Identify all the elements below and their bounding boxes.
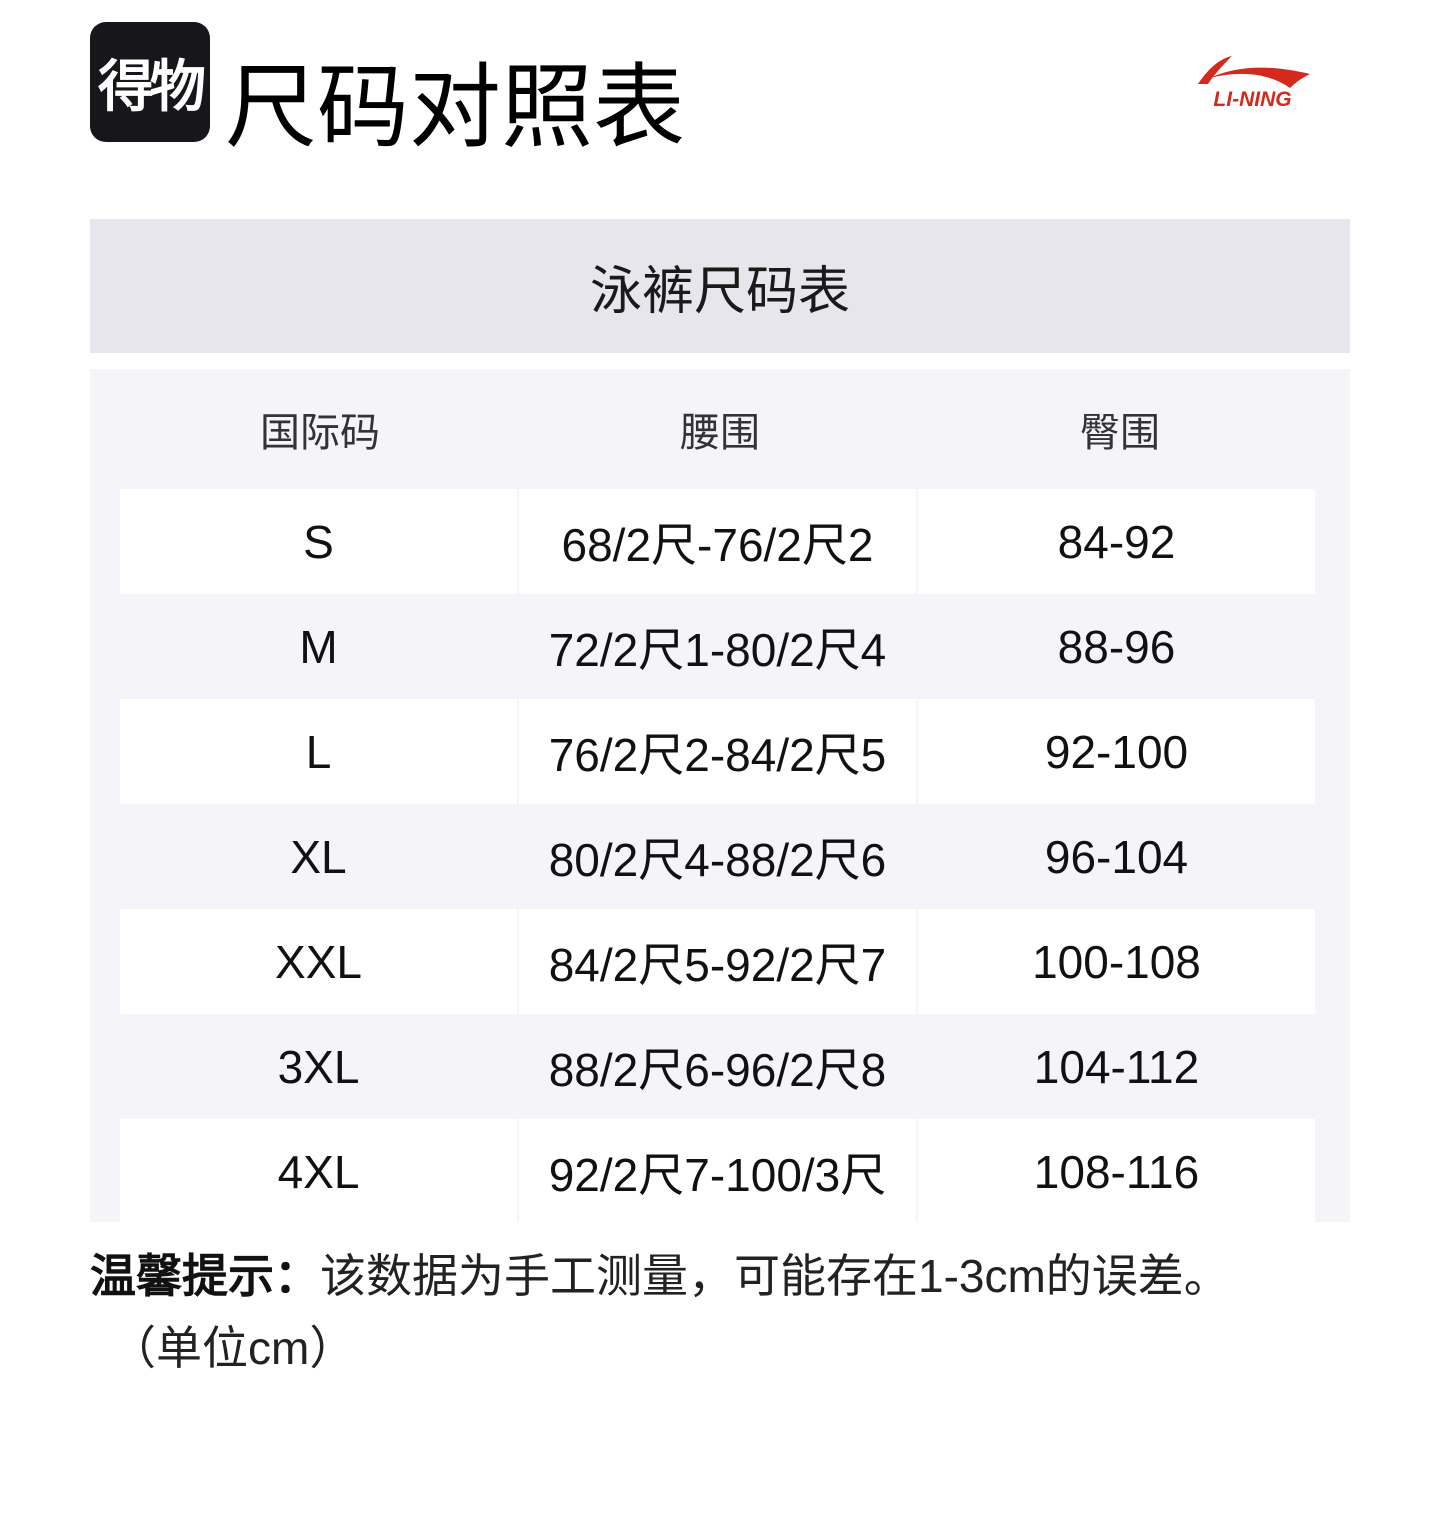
table-row: 4XL 92/2尺7-100/3尺 108-116 [120, 1119, 1316, 1224]
size-table: 国际码 腰围 臀围 S 68/2尺-76/2尺2 84-92 M 72/2尺1-80/2… [90, 369, 1350, 1224]
table-header-row: 国际码 腰围 臀围 [90, 369, 1350, 489]
table-cell: 104-112 [1033, 1040, 1200, 1093]
table-cell: XL [290, 830, 347, 883]
table-cell: 96-104 [1044, 830, 1189, 883]
column-header: 臀围 [1080, 411, 1160, 455]
table-cell: 108-116 [918, 1119, 1315, 1224]
table-cell: 4XL [120, 1119, 517, 1224]
table-cell: 84/2尺5-92/2尺7 [519, 909, 916, 1014]
li-ning-swoosh-icon [1198, 56, 1310, 88]
note-label: 温馨提示： [90, 1250, 320, 1302]
table-cell: 92/2尺7-100/3尺 [519, 1119, 916, 1224]
table-title: 泳裤尺码表 [90, 219, 1350, 353]
badge-text: 得物 [98, 54, 206, 118]
table-row: M 72/2尺1-80/2尺4 88-96 [120, 594, 1316, 699]
table-cell: L [120, 699, 517, 804]
table-cell: 72/2尺1-80/2尺4 [548, 623, 887, 676]
note-text: 该数据为手工测量，可能存在1-3cm的误差。 [320, 1250, 1230, 1302]
table-cell: 88/2尺6-96/2尺8 [548, 1043, 887, 1096]
table-cell: 92-100 [918, 699, 1315, 804]
table-cell: 3XL [277, 1040, 360, 1093]
table-row: XL 80/2尺4-88/2尺6 96-104 [120, 804, 1316, 909]
table-cell: 88-96 [1057, 620, 1176, 673]
table-cell: 80/2尺4-88/2尺6 [548, 833, 887, 886]
dewu-logo-badge: 得物 [90, 22, 210, 142]
table-row: 3XL 88/2尺6-96/2尺8 104-112 [120, 1014, 1316, 1119]
column-header: 国际码 [260, 411, 380, 455]
table-cell: 84-92 [918, 489, 1315, 594]
table-cell: 76/2尺2-84/2尺5 [519, 699, 916, 804]
unit-note: （单位cm） [110, 1322, 356, 1374]
page-title: 尺码对照表 [225, 57, 686, 159]
table-cell: 68/2尺-76/2尺2 [519, 489, 916, 594]
table-cell: 100-108 [918, 909, 1315, 1014]
table-cell: XXL [120, 909, 517, 1014]
brand-logo-text: LI-NING [1213, 88, 1292, 111]
note: 温馨提示：该数据为手工测量，可能存在1-3cm的误差。 （单位cm） [90, 1240, 1390, 1384]
li-ning-logo: LI-NING [1190, 52, 1315, 114]
table-row: XXL 84/2尺5-92/2尺7 100-108 [120, 909, 1316, 1014]
table-cell: S [120, 489, 517, 594]
table-row: S 68/2尺-76/2尺2 84-92 [120, 489, 1316, 594]
column-header: 腰围 [680, 411, 760, 455]
table-cell: M [299, 620, 338, 673]
table-row: L 76/2尺2-84/2尺5 92-100 [120, 699, 1316, 804]
